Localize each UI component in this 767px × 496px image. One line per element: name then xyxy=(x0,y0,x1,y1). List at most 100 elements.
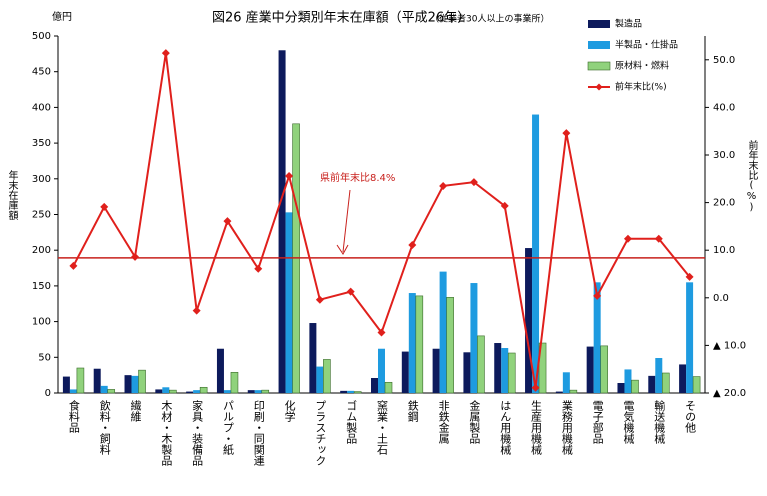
bar xyxy=(353,391,362,394)
bar xyxy=(69,389,77,393)
y-tick-label: 350 xyxy=(32,138,51,149)
chart-subtitle: （従業者30人以上の事業所） xyxy=(430,13,549,25)
bar xyxy=(230,371,239,394)
line-marker xyxy=(623,234,632,243)
line-marker xyxy=(69,261,78,270)
y2-axis-label: 前年末比(%) xyxy=(746,139,758,213)
line-marker xyxy=(593,291,602,300)
bar xyxy=(624,369,632,393)
bar xyxy=(347,390,355,393)
bar xyxy=(124,375,132,393)
line-marker xyxy=(685,272,694,281)
y2-tick-label: 20.0 xyxy=(713,198,735,209)
bar xyxy=(169,389,177,394)
legend-label: 半製品・仕掛品 xyxy=(615,39,678,51)
bar xyxy=(494,343,502,393)
y2-tick-label: ▲ 10.0 xyxy=(713,340,746,351)
legend-swatch xyxy=(588,41,610,49)
bar xyxy=(131,375,139,393)
bar xyxy=(463,352,471,393)
bar xyxy=(446,297,454,394)
line-marker xyxy=(254,264,263,273)
x-tick-label: 窯業・土石 xyxy=(376,399,389,455)
x-tick-label: 印刷・同関連 xyxy=(252,400,265,466)
x-tick-label: 鉄鋼 xyxy=(406,399,419,423)
x-tick-label: 化学 xyxy=(283,399,296,422)
bar xyxy=(309,323,317,393)
y-tick-label: 500 xyxy=(32,31,51,42)
bar xyxy=(470,283,478,393)
x-tick-label: パルプ・紙 xyxy=(221,400,234,455)
bar xyxy=(316,366,324,393)
line-marker xyxy=(439,181,448,190)
bar xyxy=(62,376,70,393)
x-tick-label: はん用機械 xyxy=(499,400,512,456)
x-tick-label: 生産用機械 xyxy=(530,399,543,456)
annotation-arrowhead xyxy=(336,244,349,255)
bar xyxy=(216,348,224,393)
bar xyxy=(107,389,116,394)
y-tick-label: 450 xyxy=(32,67,51,78)
y2-tick-label: 40.0 xyxy=(713,102,735,113)
line-marker xyxy=(223,217,232,226)
y-axis-label: 年末在庫額 xyxy=(6,169,18,221)
line-marker xyxy=(469,178,478,187)
bar xyxy=(155,389,163,393)
bar xyxy=(593,282,601,393)
line-marker xyxy=(562,129,571,138)
x-tick-label: 金属製品 xyxy=(468,399,481,444)
x-tick-label: 家具・装備品 xyxy=(191,399,204,466)
bar xyxy=(401,351,409,393)
bar xyxy=(501,348,509,393)
bar xyxy=(408,293,416,393)
x-tick-label: 電気機械 xyxy=(622,400,635,445)
bar xyxy=(686,282,694,393)
bar xyxy=(162,387,170,393)
bar xyxy=(415,295,424,394)
y2-tick-label: 50.0 xyxy=(713,55,735,66)
legend-swatch xyxy=(588,20,610,28)
legend-swatch-marker xyxy=(595,83,603,91)
reference-label: 県前年末比8.4% xyxy=(320,171,395,184)
bar xyxy=(538,342,547,394)
x-tick-label: 繊維 xyxy=(129,400,142,422)
y2-tick-label: 30.0 xyxy=(713,150,735,161)
legend-label: 製造品 xyxy=(615,18,642,30)
bar xyxy=(679,364,687,393)
annotation-arrow xyxy=(342,189,351,253)
y2-tick-label: ▲ 20.0 xyxy=(713,388,746,399)
x-tick-label: 非鉄金属 xyxy=(437,400,450,445)
x-tick-label: その他 xyxy=(684,400,697,433)
chart-title: 図26 産業中分類別年末在庫額（平成26年） xyxy=(212,10,470,26)
bar xyxy=(340,390,348,393)
bar xyxy=(432,348,440,393)
bar xyxy=(655,358,663,393)
legend-swatch xyxy=(587,61,611,71)
bar xyxy=(617,383,625,393)
bar xyxy=(569,389,578,394)
y-tick-label: 300 xyxy=(32,174,51,185)
y-tick-label: 150 xyxy=(32,281,51,292)
y2-tick-label: 0.0 xyxy=(713,293,729,304)
y2-tick-label: 10.0 xyxy=(713,245,735,256)
bar xyxy=(507,352,516,394)
bar xyxy=(532,114,540,393)
bar xyxy=(186,391,194,393)
line-marker xyxy=(315,295,324,304)
bar xyxy=(193,390,201,393)
x-tick-label: 電子部品 xyxy=(591,400,604,444)
x-tick-label: 業務用機械 xyxy=(560,400,573,456)
bar xyxy=(525,248,533,393)
bar xyxy=(586,346,594,393)
bar xyxy=(285,212,293,393)
x-tick-label: 飲料・飼料 xyxy=(98,399,111,456)
bar xyxy=(439,271,447,393)
line-marker xyxy=(531,383,540,392)
bar xyxy=(254,390,262,393)
bar xyxy=(631,379,639,394)
line-marker xyxy=(285,171,294,180)
bar xyxy=(477,335,485,394)
line-marker xyxy=(408,240,417,249)
bar xyxy=(555,391,563,393)
bar xyxy=(93,368,101,393)
